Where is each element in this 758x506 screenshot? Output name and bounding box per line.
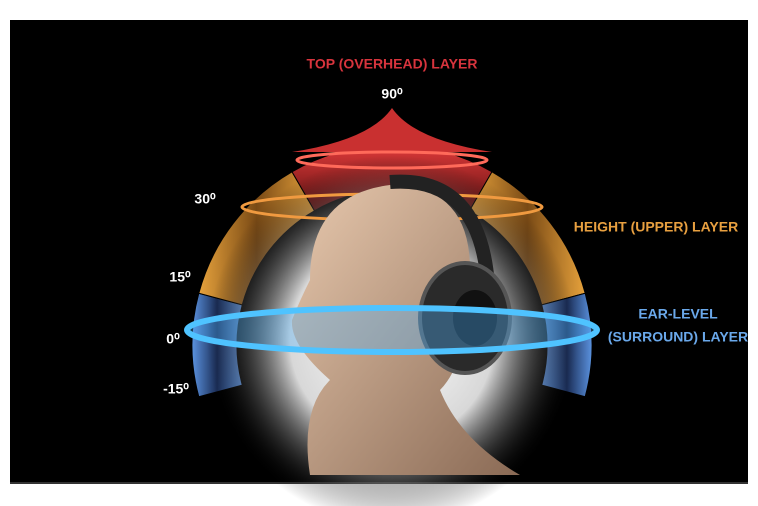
angle-label: -15⁰: [163, 381, 189, 397]
top-layer-label: TOP (OVERHEAD) LAYER: [307, 56, 478, 72]
ear-level-label: EAR-LEVEL: [638, 306, 718, 322]
angle-label: 90⁰: [381, 86, 403, 102]
page: TOP (OVERHEAD) LAYER 90⁰ 30⁰ 15⁰ 0⁰ -15⁰…: [0, 0, 758, 506]
angle-label: 0⁰: [166, 331, 180, 347]
ear-level-ring: [187, 308, 597, 352]
illustration: TOP (OVERHEAD) LAYER 90⁰ 30⁰ 15⁰ 0⁰ -15⁰…: [0, 0, 758, 506]
angle-label: 15⁰: [169, 269, 191, 285]
height-layer-label: HEIGHT (UPPER) LAYER: [574, 219, 738, 235]
ear-level-label: (SURROUND) LAYER: [608, 329, 748, 345]
angle-label: 30⁰: [194, 191, 216, 207]
